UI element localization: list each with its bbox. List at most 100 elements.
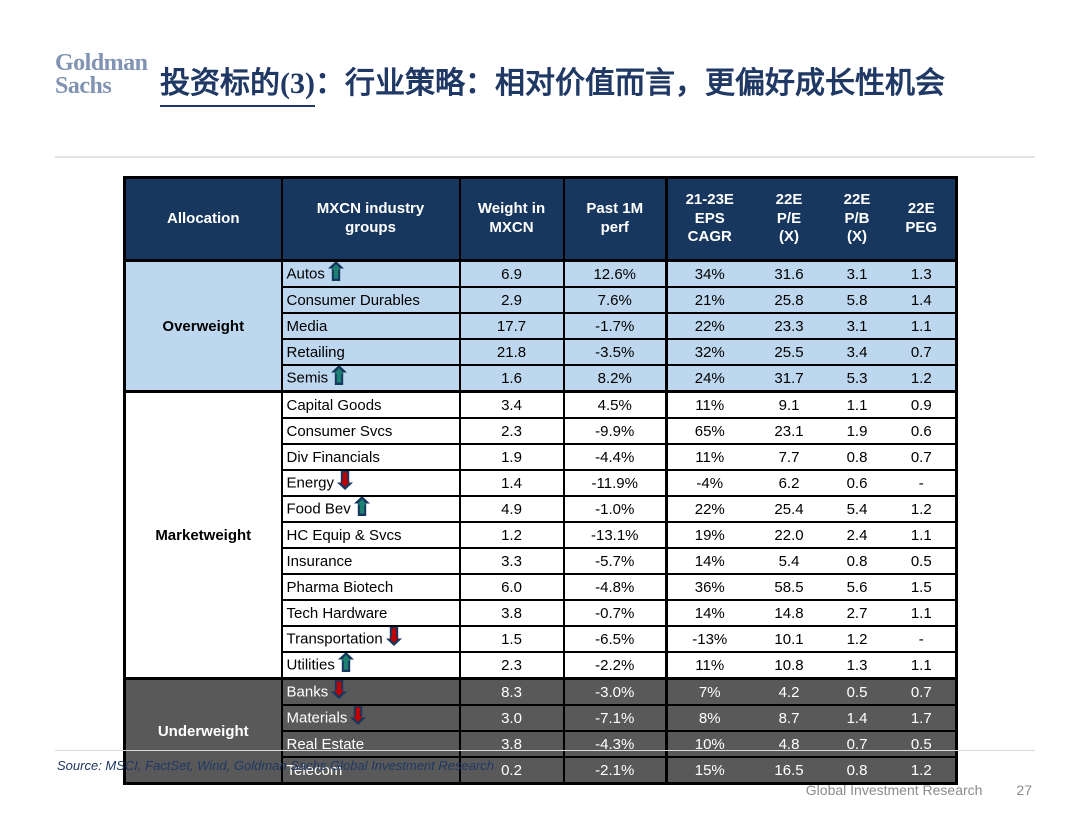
industry-cell: Food Bev: [280, 495, 461, 523]
weight-cell: 6.9: [458, 259, 565, 288]
eps-cagr-cell: 7%: [665, 677, 752, 706]
pb-cell: 5.3: [826, 364, 888, 393]
eps-cagr-cell: 65%: [665, 417, 752, 445]
header-eps-cagr: 21-23E EPS CAGR: [665, 176, 752, 262]
table-row: Food Bev 4.9 -1.0% 22% 25.4 5.4 1.2: [125, 495, 957, 523]
industry-label: Energy: [286, 473, 335, 491]
table-row: Telecom 0.2 -2.1% 15% 16.5 0.8 1.2: [125, 756, 957, 785]
peg-cell: 0.7: [887, 443, 957, 471]
pe-cell: 14.8: [751, 599, 827, 627]
pe-cell: 16.5: [751, 756, 827, 785]
title-rest: ：行业策略：相对价值而言，更偏好成长性机会: [314, 67, 945, 100]
pe-cell: 9.1: [751, 390, 827, 419]
eps-cagr-cell: 14%: [665, 599, 752, 627]
table-row: Tech Hardware 3.8 -0.7% 14% 14.8 2.7 1.1: [125, 599, 957, 627]
peg-cell: 0.5: [887, 730, 957, 758]
perf-cell: -7.1%: [562, 704, 668, 732]
weight-cell: 4.9: [458, 495, 565, 523]
eps-cagr-cell: 14%: [665, 547, 752, 575]
perf-cell: 7.6%: [562, 286, 668, 314]
weight-cell: 3.3: [458, 547, 565, 575]
industry-label: Consumer Durables: [286, 291, 420, 309]
weight-cell: 3.8: [458, 599, 565, 627]
pb-cell: 0.8: [826, 756, 888, 785]
industry-label: Pharma Biotech: [286, 578, 394, 596]
pb-cell: 2.4: [826, 521, 888, 549]
industry-label: Materials: [286, 708, 348, 726]
industry-cell: Telecom: [280, 756, 461, 785]
perf-cell: -1.0%: [562, 495, 668, 523]
up-arrow-icon: [353, 498, 370, 520]
pe-cell: 25.8: [751, 286, 827, 314]
industry-cell: Retailing: [280, 338, 461, 366]
table-row: Insurance 3.3 -5.7% 14% 5.4 0.8 0.5: [125, 547, 957, 575]
pe-cell: 8.7: [751, 704, 827, 732]
perf-cell: -6.5%: [562, 625, 668, 653]
down-arrow-icon: [331, 681, 348, 702]
pb-cell: 0.5: [826, 677, 888, 706]
industry-cell: Semis: [280, 364, 461, 393]
pe-cell: 10.8: [751, 651, 827, 680]
allocation-table-wrap: Allocation MXCN industry groups Weight i…: [123, 176, 958, 785]
peg-cell: 1.1: [887, 521, 957, 549]
perf-cell: -4.3%: [562, 730, 668, 758]
allocation-table: Allocation MXCN industry groups Weight i…: [123, 176, 958, 785]
header-weight: Weight in MXCN: [458, 176, 565, 262]
table-row: Overweight Autos 6.9 12.6% 34% 31.6 3.1 1.3: [123, 259, 957, 393]
industry-label: Utilities: [286, 655, 335, 673]
industry-label: Media: [286, 317, 328, 335]
perf-cell: 8.2%: [562, 364, 668, 393]
perf-cell: 12.6%: [562, 259, 668, 288]
table-row: Underweight Banks 8.3 -3.0% 7% 4.2 0.5 0.7: [123, 677, 957, 785]
pb-cell: 5.6: [826, 573, 888, 601]
industry-cell: Materials: [280, 704, 461, 732]
allocation-cell: Underweight: [123, 677, 283, 785]
perf-cell: -4.8%: [562, 573, 668, 601]
perf-cell: -3.5%: [562, 338, 668, 366]
peg-cell: 0.7: [887, 677, 957, 706]
perf-cell: -3.0%: [562, 677, 668, 706]
pb-cell: 5.4: [826, 495, 888, 523]
table-row: Consumer Durables 2.9 7.6% 21% 25.8 5.8 1.4: [125, 286, 957, 314]
eps-cagr-cell: 15%: [665, 756, 752, 785]
pe-cell: 31.6: [751, 259, 827, 288]
pe-cell: 23.1: [751, 417, 827, 445]
industry-label: Insurance: [286, 552, 353, 570]
allocation-cell: Overweight: [123, 259, 283, 393]
pb-cell: 5.8: [826, 286, 888, 314]
eps-cagr-cell: 11%: [665, 651, 752, 680]
industry-label: Real Estate: [286, 735, 365, 753]
weight-cell: 1.9: [458, 443, 565, 471]
table-row: Media 17.7 -1.7% 22% 23.3 3.1 1.1: [125, 312, 957, 340]
perf-cell: -2.2%: [562, 651, 668, 680]
pb-cell: 0.8: [826, 547, 888, 575]
eps-cagr-cell: 10%: [665, 730, 752, 758]
header-perf: Past 1M perf: [562, 176, 668, 262]
peg-cell: 1.2: [887, 364, 957, 393]
table-row: HC Equip & Svcs 1.2 -13.1% 19% 22.0 2.4 1.1: [125, 521, 957, 549]
industry-label: Div Financials: [286, 448, 380, 466]
weight-cell: 2.3: [458, 417, 565, 445]
peg-cell: 0.7: [887, 338, 957, 366]
industry-cell: Energy: [280, 469, 461, 497]
peg-cell: 1.5: [887, 573, 957, 601]
pb-cell: 3.1: [826, 259, 888, 288]
industry-label: Food Bev: [286, 499, 351, 517]
weight-cell: 1.6: [458, 364, 565, 393]
industry-cell: Div Financials: [280, 443, 461, 471]
eps-cagr-cell: 19%: [665, 521, 752, 549]
table-row: Energy 1.4 -11.9% -4% 6.2 0.6-: [125, 469, 957, 497]
eps-cagr-cell: 22%: [665, 312, 752, 340]
industry-cell: Banks: [280, 677, 461, 706]
industry-cell: Consumer Svcs: [280, 417, 461, 445]
eps-cagr-cell: 34%: [665, 259, 752, 288]
eps-cagr-cell: 8%: [665, 704, 752, 732]
pe-cell: 25.5: [751, 338, 827, 366]
table-row: Div Financials 1.9 -4.4% 11% 7.7 0.8 0.7: [125, 443, 957, 471]
industry-cell: Consumer Durables: [280, 286, 461, 314]
industry-label: Semis: [286, 368, 329, 386]
pe-cell: 22.0: [751, 521, 827, 549]
pe-cell: 58.5: [751, 573, 827, 601]
pb-cell: 0.7: [826, 730, 888, 758]
perf-cell: -9.9%: [562, 417, 668, 445]
